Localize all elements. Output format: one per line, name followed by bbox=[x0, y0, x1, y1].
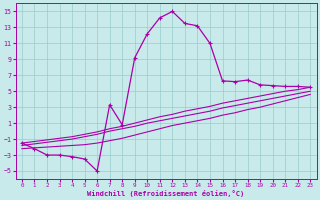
X-axis label: Windchill (Refroidissement éolien,°C): Windchill (Refroidissement éolien,°C) bbox=[87, 190, 245, 197]
